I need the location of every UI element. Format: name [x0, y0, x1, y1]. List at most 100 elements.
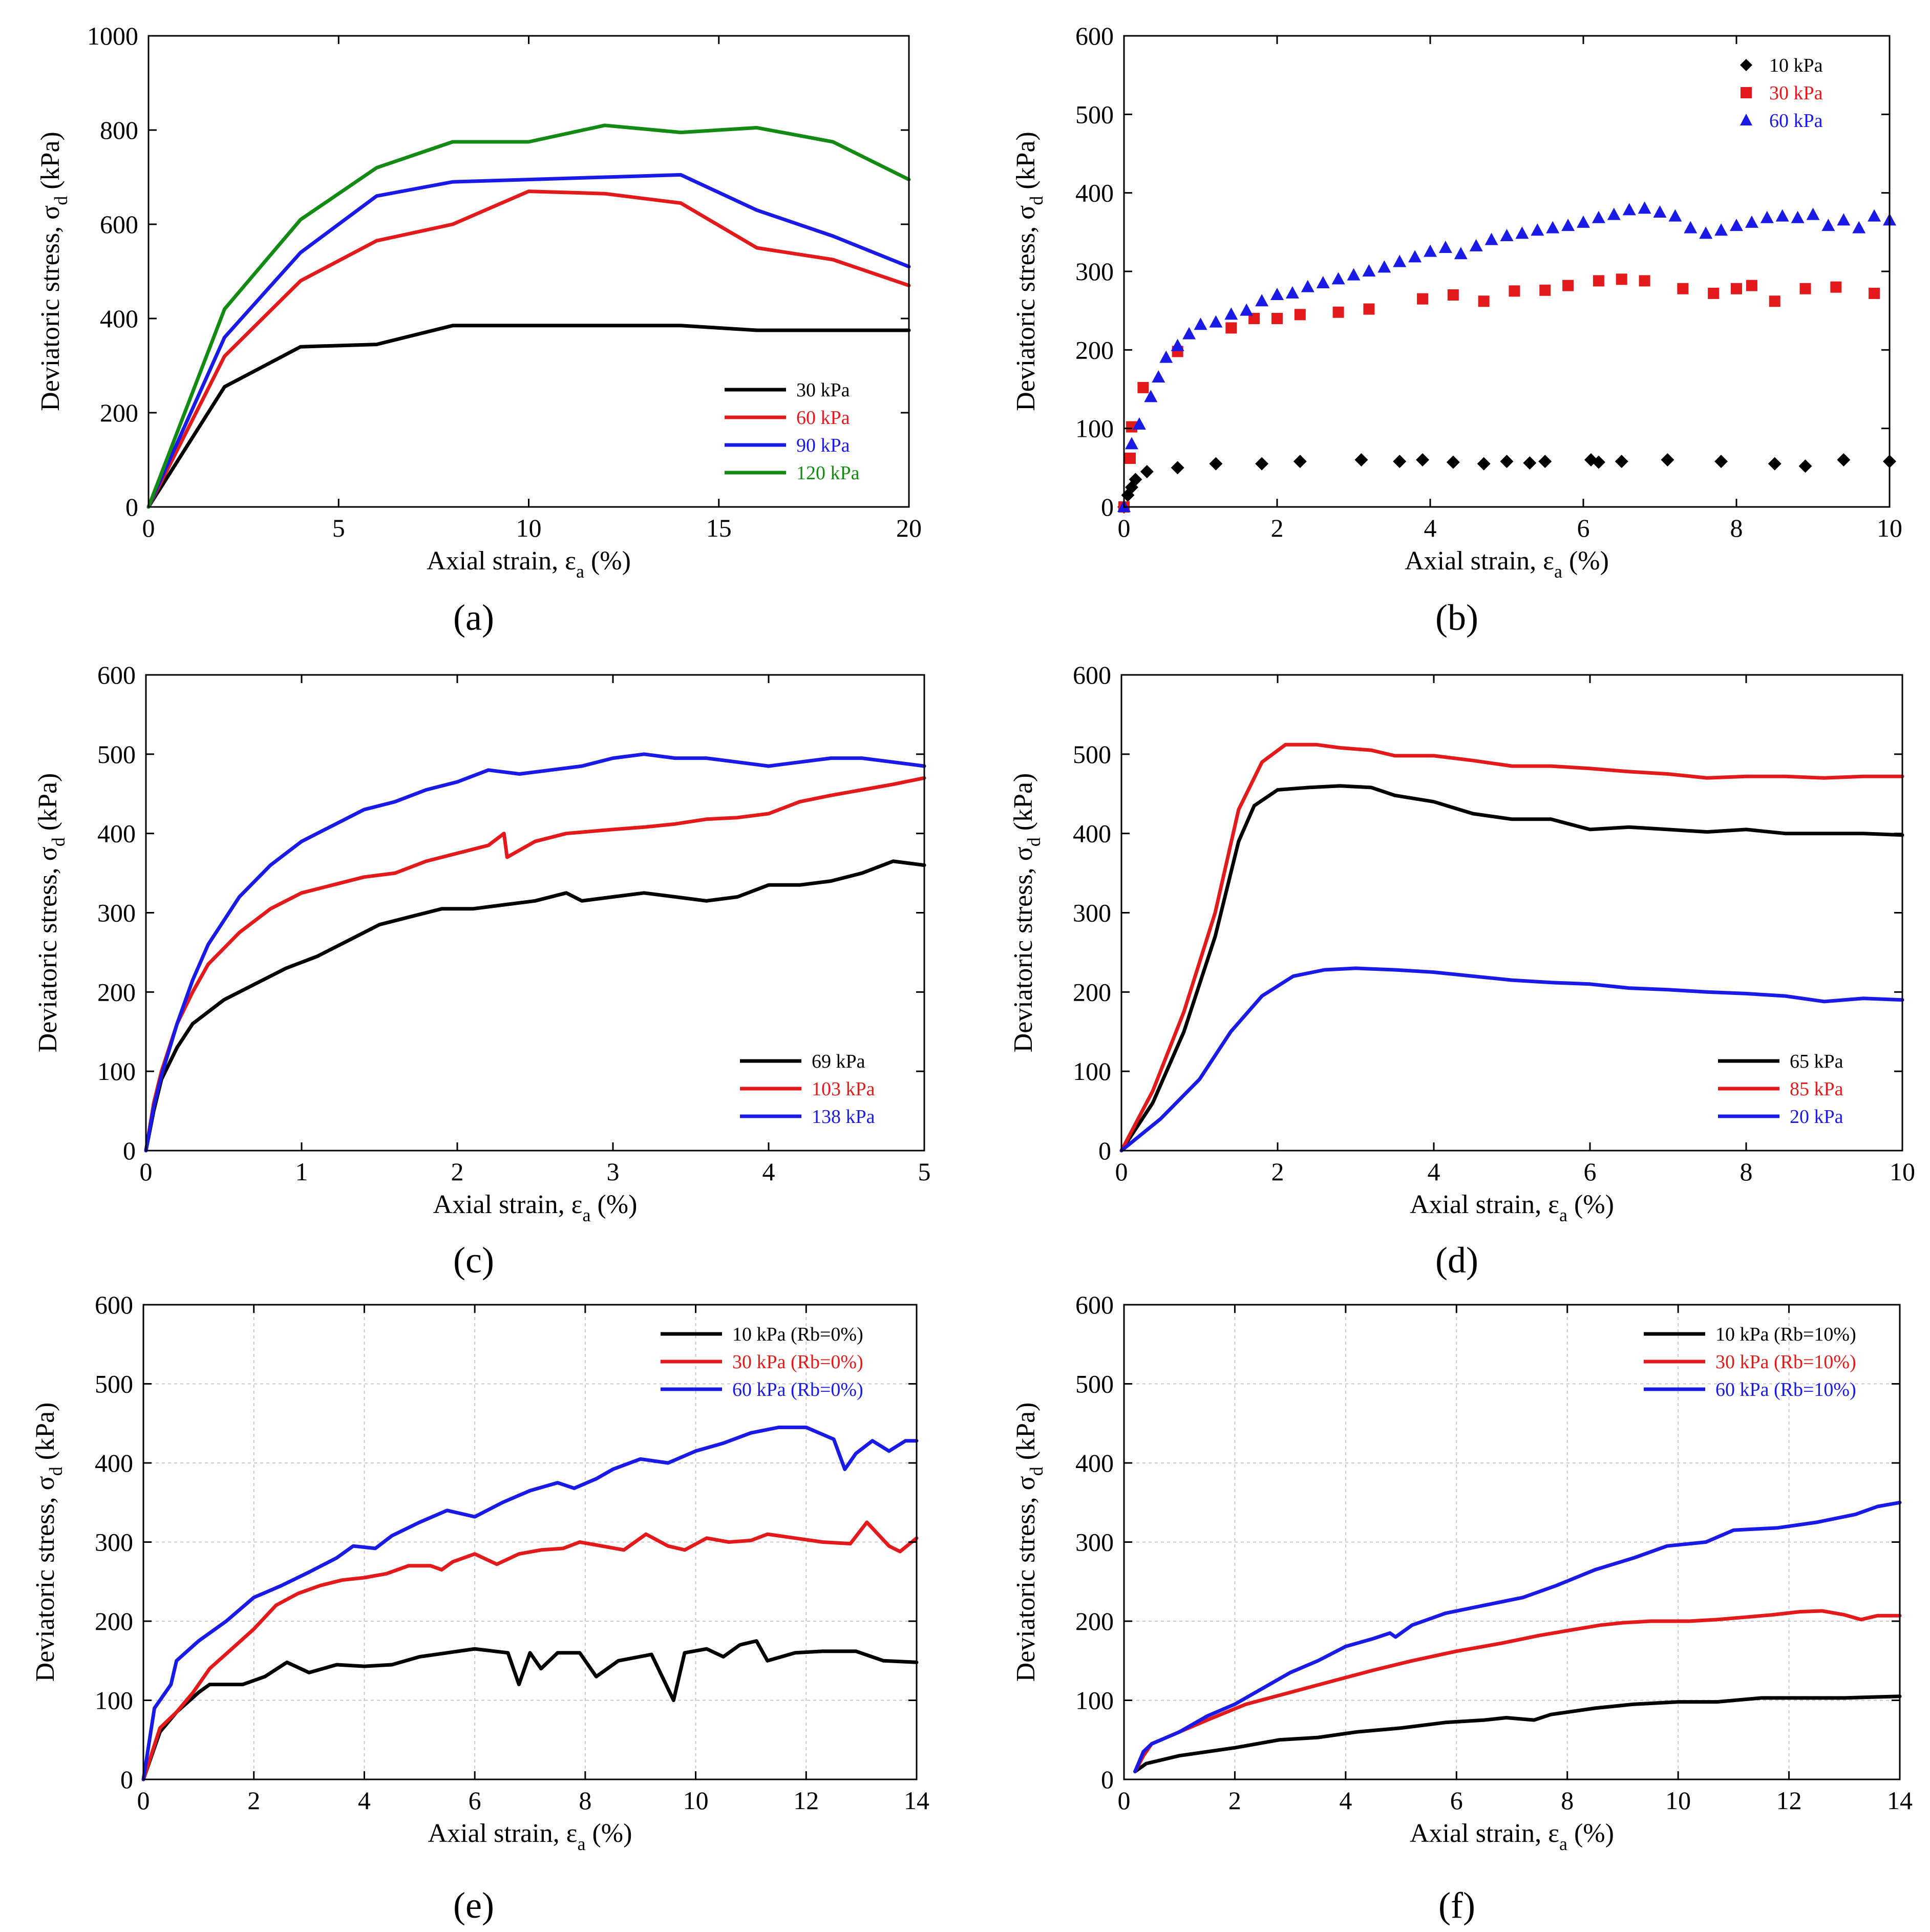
data-point-triangle	[1144, 390, 1158, 402]
x-tick-label: 6	[469, 1786, 481, 1815]
x-axis-title-sub: a	[1559, 1834, 1567, 1854]
data-point-triangle	[1424, 244, 1437, 257]
data-point-diamond	[1171, 461, 1184, 475]
legend-label: 85 kPa	[1790, 1078, 1843, 1100]
data-point-triangle	[1699, 226, 1713, 239]
legend-label: 69 kPa	[812, 1051, 865, 1072]
series-120-kpa	[146, 123, 911, 509]
data-point-triangle	[1561, 219, 1575, 231]
data-point-diamond	[1615, 455, 1628, 469]
x-tick-label: 2	[247, 1786, 260, 1815]
series-138-kpa	[144, 752, 926, 1153]
series-line	[146, 189, 911, 509]
data-point-triangle	[1577, 215, 1590, 228]
data-point-square	[1294, 309, 1306, 321]
y-tick-label: 600	[1073, 661, 1111, 689]
series-10-kpa-rb-0-	[141, 1639, 919, 1781]
x-axis-title: Axial strain, εa (%)	[1410, 1190, 1614, 1225]
data-point-square	[1332, 306, 1344, 318]
data-point-triangle	[1194, 317, 1207, 330]
x-axis-title-main: Axial strain, ε	[427, 546, 576, 576]
x-axis-title: Axial strain, εa (%)	[1405, 546, 1609, 582]
data-point-triangle	[1224, 307, 1238, 320]
legend-marker-square	[1741, 87, 1752, 98]
frame-layer: 0 1 2 3 4 5 0 100 200 300 400 500 600 Axial strain, ε…	[33, 661, 931, 1225]
series-85-kpa	[1119, 742, 1904, 1153]
data-point-triangle	[1469, 239, 1483, 251]
data-point-diamond	[1661, 453, 1674, 466]
data-point-triangle	[1592, 210, 1605, 223]
legend-label: 10 kPa (Rb=0%)	[732, 1324, 863, 1345]
x-tick-label: 4	[1428, 1157, 1440, 1186]
legend-label: 90 kPa	[796, 435, 850, 456]
x-tick-label: 10	[1877, 514, 1902, 542]
y-tick-label: 200	[100, 398, 138, 427]
y-axis-title-unit: (kPa)	[36, 132, 65, 196]
series-layer	[146, 123, 911, 509]
data-point-square	[1225, 322, 1237, 334]
data-point-triangle	[1285, 286, 1299, 299]
legend-label: 30 kPa (Rb=0%)	[732, 1351, 863, 1373]
data-point-triangle	[1531, 223, 1544, 236]
data-point-square	[1539, 284, 1551, 296]
x-tick-label: 2	[1228, 1786, 1241, 1815]
y-tick-label: 200	[1075, 335, 1114, 364]
legend: 30 kPa 60 kPa 90 kPa 120 kPa	[725, 379, 860, 484]
y-tick-label: 200	[1073, 978, 1111, 1006]
data-point-triangle	[1171, 338, 1184, 351]
y-tick-label: 300	[1073, 899, 1111, 927]
data-point-triangle	[1377, 260, 1391, 273]
x-tick-label: 0	[137, 1786, 150, 1815]
legend-label: 60 kPa (Rb=10%)	[1715, 1379, 1856, 1400]
y-tick-label: 100	[1075, 1686, 1114, 1715]
y-axis-title-sub: d	[51, 196, 71, 205]
y-axis-title: Deviatoric stress, σd (kPa)	[31, 1403, 66, 1682]
x-tick-label: 4	[1339, 1786, 1352, 1815]
data-point-diamond	[1140, 465, 1154, 478]
data-point-triangle	[1714, 223, 1728, 236]
series-line	[1133, 1609, 1902, 1774]
y-tick-label: 0	[123, 1136, 136, 1165]
series-line	[146, 173, 911, 509]
panel-label-e: (e)	[453, 1885, 494, 1926]
y-tick-label: 1000	[87, 22, 138, 50]
data-point-triangle	[1791, 210, 1805, 223]
x-axis-title-sub: a	[582, 1205, 590, 1225]
data-point-diamond	[1592, 455, 1605, 469]
y-axis-title-main: Deviatoric stress, σ	[36, 205, 65, 411]
y-axis-title-unit: (kPa)	[1009, 773, 1038, 838]
y-tick-label: 200	[95, 1607, 133, 1636]
series-line	[1133, 1694, 1902, 1774]
data-point-triangle	[1159, 350, 1173, 363]
data-point-triangle	[1837, 213, 1851, 226]
legend-label: 60 kPa	[796, 407, 850, 429]
x-axis-title: Axial strain, εa (%)	[433, 1190, 638, 1225]
x-tick-label: 1	[295, 1157, 308, 1186]
data-point-square	[1509, 285, 1520, 297]
y-tick-label: 0	[1101, 493, 1114, 521]
series-layer	[141, 1426, 919, 1781]
y-tick-label: 0	[1101, 1765, 1114, 1794]
data-point-diamond	[1837, 453, 1851, 466]
x-tick-label: 10	[1665, 1786, 1691, 1815]
data-point-triangle	[1500, 229, 1514, 241]
series-69-kpa	[144, 859, 926, 1153]
legend-label: 10 kPa (Rb=10%)	[1715, 1324, 1856, 1345]
data-point-diamond	[1500, 455, 1514, 469]
data-point-square	[1562, 280, 1574, 291]
x-axis-title-unit: (%)	[1567, 1819, 1614, 1848]
panel-label-d: (d)	[1435, 1240, 1478, 1281]
y-axis-title: Deviatoric stress, σd (kPa)	[33, 773, 69, 1053]
frame-layer: 0 2 4 6 8 10 12 14 0 100 200 300 400 500 600 Axial stra…	[1011, 1290, 1913, 1854]
x-tick-label: 6	[1584, 1157, 1597, 1186]
data-point-square	[1616, 273, 1627, 285]
legend-label: 30 kPa (Rb=10%)	[1715, 1351, 1856, 1373]
x-axis-title-main: Axial strain, ε	[428, 1819, 578, 1848]
y-axis-title-sub: d	[1024, 837, 1044, 846]
x-tick-label: 8	[1740, 1157, 1753, 1186]
x-axis-title: Axial strain, εa (%)	[428, 1819, 632, 1854]
y-axis-title-sub: d	[46, 1467, 66, 1476]
